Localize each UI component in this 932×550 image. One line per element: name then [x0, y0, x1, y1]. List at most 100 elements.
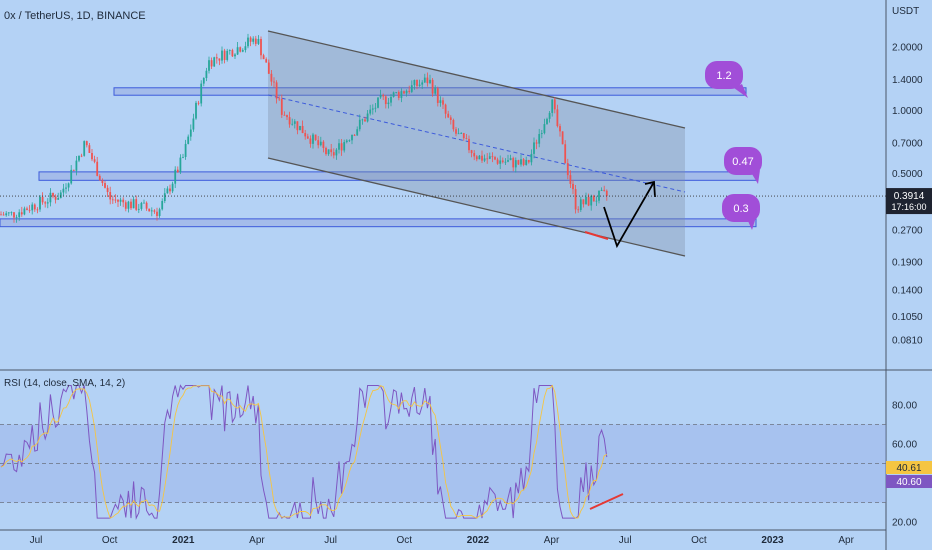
candle-body	[67, 183, 70, 188]
candle-body	[475, 156, 478, 160]
candle-body	[569, 175, 572, 184]
annotation-bubble-tail	[752, 170, 760, 184]
candle-body	[49, 192, 52, 203]
candle-body	[556, 109, 559, 127]
candle-body	[304, 133, 307, 137]
candle-body	[101, 180, 104, 184]
candle-body	[127, 201, 130, 209]
candle-body	[538, 134, 541, 144]
candle-body	[455, 129, 457, 134]
candle-body	[270, 73, 273, 82]
candle-body	[603, 189, 606, 191]
rsi-sma-badge	[886, 475, 932, 488]
candle-body	[478, 155, 481, 160]
candle-body	[13, 212, 15, 218]
candle-body	[299, 125, 301, 131]
price-tick: 0.1900	[892, 258, 923, 269]
candle-body	[572, 183, 574, 190]
candle-body	[88, 145, 91, 153]
candle-body	[436, 88, 439, 103]
candle-body	[153, 210, 156, 212]
candle-body	[226, 50, 229, 60]
candle-body	[15, 217, 18, 218]
candle-body	[20, 212, 23, 215]
candle-body	[470, 150, 473, 154]
candle-body	[265, 59, 268, 63]
candle-body	[468, 138, 470, 151]
candle-body	[26, 208, 28, 210]
candle-body	[499, 160, 502, 164]
candle-body	[444, 104, 447, 114]
candle-body	[447, 113, 450, 118]
candle-body	[210, 60, 213, 67]
candle-body	[75, 160, 78, 171]
candle-body	[111, 199, 114, 201]
rsi-value-badge	[886, 461, 932, 474]
time-tick: Jul	[324, 535, 337, 546]
candle-body	[31, 204, 34, 211]
candle-body	[338, 143, 340, 150]
annotation-bubbles: 1.2 0.47 0.3	[705, 61, 762, 230]
candle-body	[2, 214, 5, 216]
candle-body	[595, 200, 598, 202]
candle-body	[587, 196, 590, 206]
candle-body	[494, 157, 496, 160]
rsi-pane	[0, 384, 886, 521]
candle-body	[195, 102, 197, 119]
candle-body	[57, 198, 60, 200]
candle-body	[327, 149, 330, 155]
candle-body	[156, 211, 158, 216]
rsi-tick: 20.00	[892, 518, 917, 529]
candle-body	[130, 201, 132, 209]
candle-body	[400, 91, 403, 98]
candle-body	[410, 85, 413, 92]
candle-body	[530, 153, 533, 163]
candle-body	[296, 121, 299, 131]
time-tick: 2023	[761, 535, 784, 546]
annotation-bubble	[724, 147, 762, 175]
candle-body	[83, 141, 86, 156]
candle-body	[215, 57, 218, 59]
candle-body	[228, 50, 231, 51]
candle-body	[104, 183, 106, 188]
candle-body	[169, 188, 171, 192]
candle-body	[504, 161, 507, 163]
candle-body	[18, 212, 21, 218]
candle-body	[345, 140, 348, 143]
candle-body	[309, 138, 312, 144]
candle-body	[364, 119, 366, 122]
candle-body	[488, 156, 491, 159]
candle-body	[221, 50, 223, 61]
annotation-bubble	[722, 194, 760, 222]
time-tick: Oct	[396, 535, 412, 546]
candle-body	[132, 199, 135, 209]
candle-body	[182, 156, 184, 158]
candle-body	[535, 142, 538, 144]
candle-body	[140, 202, 143, 209]
candle-body	[72, 169, 75, 171]
annotation-label: 0.47	[732, 156, 753, 168]
candle-body	[275, 82, 278, 99]
candle-body	[582, 199, 585, 205]
candle-body	[124, 202, 127, 209]
candle-body	[322, 141, 325, 148]
candle-body	[353, 134, 356, 136]
candle-body	[361, 119, 364, 121]
candle-body	[80, 155, 83, 157]
current-price-label: 0.3914	[894, 191, 925, 202]
candle-body	[512, 158, 515, 168]
candle-body	[262, 55, 265, 60]
candle-body	[348, 140, 351, 142]
candle-body	[501, 160, 504, 163]
rsi-title: RSI (14, close, SMA, 14, 2)	[4, 378, 126, 389]
candle-body	[158, 209, 161, 216]
candle-body	[483, 158, 486, 161]
candle-body	[114, 199, 117, 201]
candle-body	[533, 142, 535, 154]
candle-body	[46, 202, 49, 204]
candle-body	[423, 77, 426, 83]
candle-body	[150, 210, 153, 212]
rsi-sma-label: 40.60	[896, 477, 921, 488]
candle-body	[600, 189, 603, 191]
